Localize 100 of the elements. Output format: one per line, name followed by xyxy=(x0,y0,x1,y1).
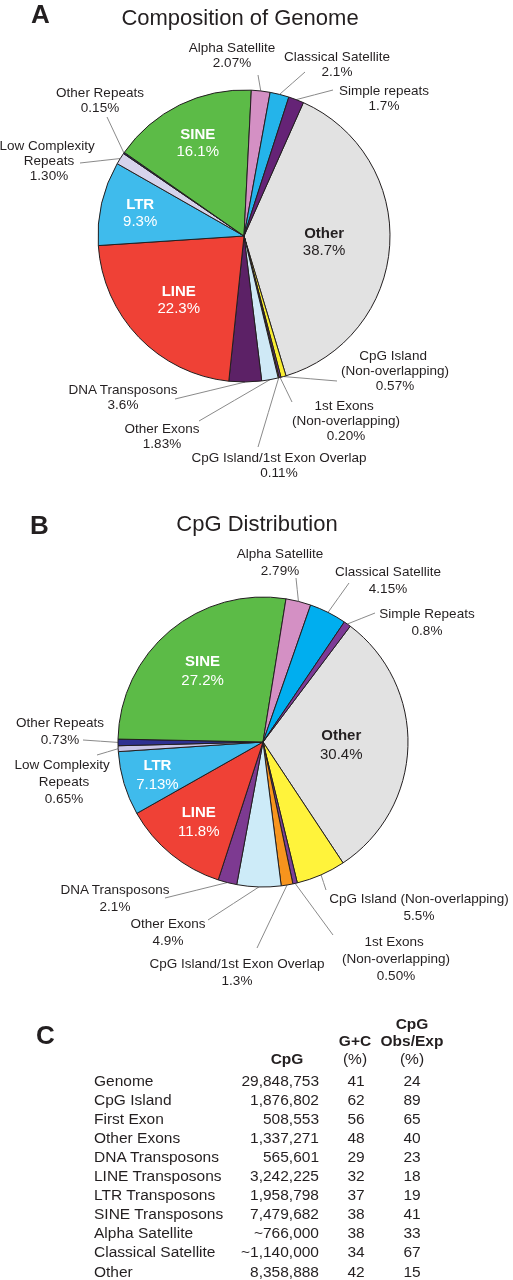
data-label: 67 xyxy=(403,1243,421,1261)
slice-label: LTR xyxy=(143,755,172,773)
data-label: 1,958,798 xyxy=(250,1186,319,1204)
slice-label: Simple Repeats xyxy=(379,606,475,621)
data-label: 2.07% xyxy=(212,55,252,70)
data-label: 2.1% xyxy=(99,899,131,914)
data-label: 2.79% xyxy=(260,563,300,578)
data-label: 15 xyxy=(403,1262,421,1280)
data-label: 1.83% xyxy=(142,436,182,451)
data-label: 1.3% xyxy=(221,973,253,988)
slice-label: Other xyxy=(304,224,345,242)
slice-label: Low Complexity Repeats xyxy=(14,756,114,789)
data-label: 38.7% xyxy=(302,241,346,259)
slice-label: Classical Satellite xyxy=(284,49,390,64)
data-label: 7.13% xyxy=(136,774,179,792)
text: G+C (%) xyxy=(338,1032,372,1067)
slice-label: 1st Exons (Non-overlapping) xyxy=(341,933,451,966)
slice-label: Simple repeats xyxy=(338,83,430,98)
data-label: 4.15% xyxy=(368,581,408,596)
text: CpG Obs/Exp (%) xyxy=(380,1014,444,1067)
slice-label: SINE xyxy=(180,124,216,142)
data-label: 29,848,753 xyxy=(241,1071,319,1089)
slice-label: Low Complexity Repeats xyxy=(0,137,99,168)
data-label: 38 xyxy=(347,1224,365,1242)
data-label: 22.3% xyxy=(157,298,201,316)
data-label: 18 xyxy=(403,1167,421,1184)
data-label: 1.30% xyxy=(29,167,69,183)
category-label: Genome xyxy=(94,1071,154,1089)
slice-label: Other xyxy=(321,726,362,744)
slice-label: CpG Island (Non-overlapping) xyxy=(329,891,509,906)
data-label: ~1,140,000 xyxy=(240,1243,320,1261)
data-label: 29 xyxy=(347,1147,365,1165)
data-label: 3,242,225 xyxy=(250,1167,319,1184)
data-label: 19 xyxy=(403,1186,421,1204)
category-label: CpG Island xyxy=(94,1090,172,1108)
data-label: 89 xyxy=(403,1090,421,1108)
category-label: DNA Transposons xyxy=(94,1147,220,1165)
data-label: 30.4% xyxy=(319,745,363,763)
slice-label: Other Repeats xyxy=(16,715,105,730)
text: A xyxy=(31,0,50,29)
data-label: 0.57% xyxy=(375,377,415,393)
data-label: 62 xyxy=(347,1090,365,1108)
data-label: 0.50% xyxy=(376,967,416,983)
data-label: 37 xyxy=(347,1186,365,1204)
slice-label: Alpha Satellite xyxy=(236,546,324,561)
category-label: Alpha Satellite xyxy=(94,1224,194,1242)
data-label: 1.7% xyxy=(368,98,400,113)
data-label: 0.8% xyxy=(411,623,443,638)
data-label: 38 xyxy=(347,1205,365,1223)
category-label: Classical Satellite xyxy=(94,1243,216,1261)
slice-label: DNA Transposons xyxy=(68,382,178,397)
data-label: 41 xyxy=(347,1071,365,1089)
category-label: SINE Transposons xyxy=(94,1205,224,1223)
slice-label: LTR xyxy=(126,195,155,213)
data-label: 48 xyxy=(347,1128,365,1146)
data-label: 3.6% xyxy=(107,397,139,412)
slice-label: CpG Island/1st Exon Overlap xyxy=(149,956,325,971)
slice-label: Other Exons xyxy=(130,916,206,931)
data-label: 27.2% xyxy=(181,670,224,688)
data-label: 0.65% xyxy=(44,790,84,806)
data-label: 1,337,271 xyxy=(250,1128,319,1146)
chart-title: Composition of Genome xyxy=(121,4,359,30)
data-label: 8,358,888 xyxy=(250,1262,319,1280)
text: CpG xyxy=(270,1049,304,1067)
slice-label: Other Repeats xyxy=(56,85,145,100)
data-label: 33 xyxy=(403,1224,421,1242)
data-label: 2.1% xyxy=(321,64,353,79)
data-label: 1,876,802 xyxy=(250,1090,319,1108)
slice-label: CpG Island (Non-overlapping) xyxy=(340,347,450,378)
data-label: 0.73% xyxy=(40,732,80,747)
data-label: 23 xyxy=(403,1147,421,1165)
data-label: 65 xyxy=(403,1109,421,1127)
category-label: First Exon xyxy=(94,1109,164,1127)
data-label: 0.15% xyxy=(80,100,120,115)
data-label: 40 xyxy=(403,1128,421,1146)
text: C xyxy=(36,1020,55,1050)
category-label: Other xyxy=(94,1262,133,1280)
slice-label: LINE xyxy=(181,802,216,820)
slice-label: LINE xyxy=(161,281,196,299)
slice-label: DNA Transposons xyxy=(60,882,170,897)
data-label: 565,601 xyxy=(262,1147,319,1165)
data-label: 5.5% xyxy=(403,908,435,923)
slice-label: CpG Island/1st Exon Overlap xyxy=(191,450,367,465)
slice-label: Classical Satellite xyxy=(335,564,441,579)
slice-label: SINE xyxy=(185,651,221,669)
data-label: 56 xyxy=(347,1109,365,1127)
data-label: 11.8% xyxy=(178,821,220,839)
data-label: 32 xyxy=(347,1167,365,1184)
data-label: 42 xyxy=(347,1262,365,1280)
chart-title: CpG Distribution xyxy=(176,510,338,536)
slice-label: Alpha Satellite xyxy=(188,40,276,55)
data-label: 34 xyxy=(347,1243,365,1261)
category-label: LTR Transposons xyxy=(94,1186,216,1204)
data-label: 0.11% xyxy=(260,465,298,480)
category-label: LINE Transposons xyxy=(94,1167,222,1184)
data-label: 16.1% xyxy=(176,141,220,159)
text: B xyxy=(30,510,49,540)
category-label: Other Exons xyxy=(94,1128,181,1146)
data-label: 508,553 xyxy=(262,1109,319,1127)
data-label: 7,479,682 xyxy=(250,1205,319,1223)
